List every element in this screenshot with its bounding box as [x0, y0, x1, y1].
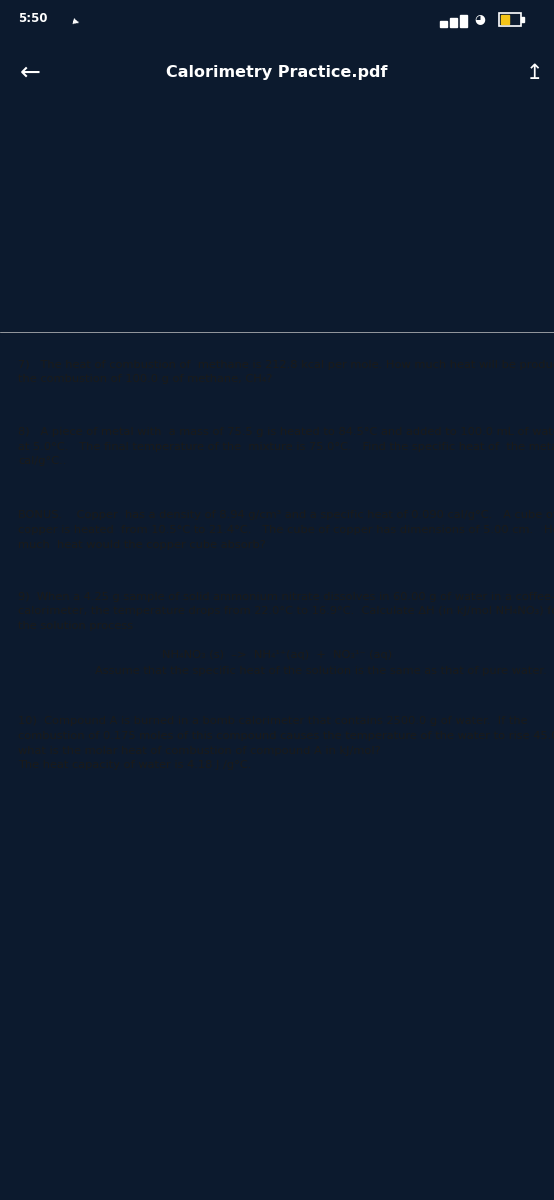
Text: NH₄NO₃ (s)  –>  NH₄¹⁺(aq)  +  NO₃¹⁻ (aq): NH₄NO₃ (s) –> NH₄¹⁺(aq) + NO₃¹⁻ (aq): [162, 649, 392, 660]
Bar: [440, 20, 447, 26]
Text: at 5.0°C.   The final temperature of the  mixture is 75.0°C.   Find the specific: at 5.0°C. The final temperature of the m…: [18, 442, 554, 451]
Bar: [501, 14, 509, 24]
Text: BONUS.    Copper  has a density of 8.94 g/cm³ and a specific heat of 0.090 cal/g: BONUS. Copper has a density of 8.94 g/cm…: [18, 510, 554, 521]
Text: 8)   A piece of metal with  a mass of 75.5 g is heated to 84.5°C and added to 10: 8) A piece of metal with a mass of 75.5 …: [18, 427, 554, 437]
Text: ▶: ▶: [72, 16, 81, 26]
Bar: [460, 14, 467, 26]
Text: the solution process: the solution process: [18, 622, 133, 631]
Bar: [521, 17, 524, 22]
Text: ↥: ↥: [525, 62, 543, 83]
Text: ←: ←: [20, 61, 41, 85]
Text: the combustion of 100.0 g of methane, CH₄?: the combustion of 100.0 g of methane, CH…: [18, 374, 273, 384]
Text: cal/g°C..: cal/g°C..: [18, 456, 66, 466]
Text: 10)  Compound A is burned in a bomb calorimeter that contains 2500.0 g of water.: 10) Compound A is burned in a bomb calor…: [18, 716, 527, 726]
Text: ◕: ◕: [475, 12, 485, 25]
Text: The heat capacity of water is 4.18 J /g°C.: The heat capacity of water is 4.18 J /g°…: [18, 760, 252, 770]
Text: copper is heated  from 10.5°C to 21.4°C.   The cube of copper has dimensions of : copper is heated from 10.5°C to 21.4°C. …: [18, 526, 554, 535]
Text: Calorimetry Practice.pdf: Calorimetry Practice.pdf: [166, 66, 388, 80]
Text: 5:50: 5:50: [18, 12, 48, 25]
Bar: [450, 18, 457, 26]
Text: calorimeter, the temperature drops from 22.0°C to 16.9°C.  Calculate ΔH (in kJ/m: calorimeter, the temperature drops from …: [18, 606, 554, 617]
Text: what is the molar heat of combustion of compound A in kJ/mol?: what is the molar heat of combustion of …: [18, 745, 381, 756]
Text: combustion of 0.175 moles of this compound causes the temperature of the water t: combustion of 0.175 moles of this compou…: [18, 731, 554, 740]
Text: much  heat would the copper cube absorb?: much heat would the copper cube absorb?: [18, 540, 266, 550]
Text: 7)   The heat of combustion of  methane is 212.8 kcal per mole. How much heat wi: 7) The heat of combustion of methane is …: [18, 360, 554, 370]
Text: 9)  When a 4.25 g sample of solid ammonium nitrate dissolves in 60.00 g of water: 9) When a 4.25 g sample of solid ammoniu…: [18, 592, 554, 602]
Text: Assume that the specific heat of the solution is the same as that of pure water.: Assume that the specific heat of the sol…: [95, 666, 547, 676]
